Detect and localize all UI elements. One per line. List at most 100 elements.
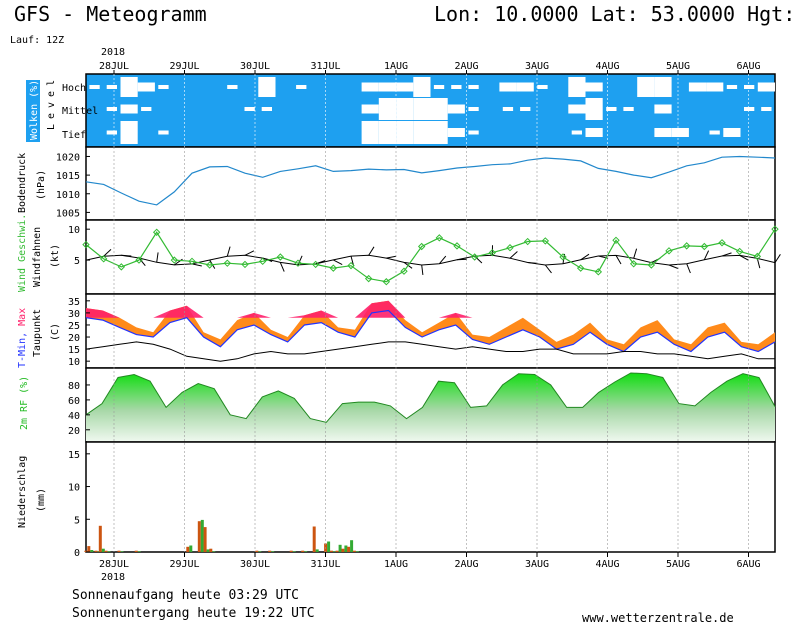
wind-speed-point <box>82 240 90 249</box>
pressure-tick-label: 1005 <box>56 208 80 219</box>
cloud-level-tief: Tief <box>62 130 86 141</box>
precip-bar-conv <box>271 551 275 552</box>
date-label-top: 29JUL <box>169 61 199 72</box>
wind-barb <box>156 252 159 263</box>
cloud-cell-tief <box>396 121 414 144</box>
cloud-cell-hoch <box>120 77 138 97</box>
cloud-cell-hoch <box>537 85 548 89</box>
cloud-cell-mittel <box>396 98 414 120</box>
cloud-cell-mittel <box>761 107 772 111</box>
pressure-tick-label: 1010 <box>56 190 80 201</box>
wind-speed-point <box>400 267 408 275</box>
humidity-tick-label: 60 <box>68 396 80 407</box>
temp-unit: (C) <box>50 323 61 341</box>
cloud-level-mittel: Mittel <box>62 106 98 117</box>
cloud-cell-hoch <box>258 77 276 97</box>
wind-speed-point <box>417 242 426 251</box>
wind-barb <box>739 254 749 261</box>
wind-speed-point <box>347 261 355 270</box>
temp-min-label: T-Min, <box>17 332 28 368</box>
cloud-cell-mittel <box>120 104 138 114</box>
precip-bar-rain <box>84 550 88 552</box>
cloud-cell-hoch <box>757 82 775 92</box>
pressure-panel <box>85 146 776 221</box>
wind-barb <box>686 263 691 274</box>
date-label-bottom: 5AUG <box>666 559 690 570</box>
wind-speed-point <box>152 228 161 236</box>
cloud-cell-tief <box>671 128 689 137</box>
cloud-cell-hoch <box>361 82 379 92</box>
wind-speed-point <box>735 247 744 256</box>
cloud-cell-hoch <box>89 85 100 89</box>
temp-band <box>86 300 775 352</box>
cloud-cell-tief <box>571 130 582 135</box>
precip-bar-rain <box>117 550 121 552</box>
precip-bar-conv <box>206 549 210 552</box>
date-label-top: 3AUG <box>525 61 549 72</box>
cloud-cell-hoch <box>585 82 603 92</box>
cloud-cell-tief <box>723 128 741 137</box>
precip-bar-conv <box>327 541 331 552</box>
cloud-cell-mittel <box>606 107 617 111</box>
cloud-cell-mittel <box>430 98 448 120</box>
wind-barb <box>774 254 781 263</box>
wind-speed-point <box>506 244 514 252</box>
precip-bar-rain <box>203 527 207 552</box>
date-label-bottom: 29JUL <box>169 559 199 570</box>
wind-unit: (kt) <box>50 244 61 268</box>
cloud-cell-hoch <box>688 82 707 92</box>
wind-ylabel2: Windfahnen <box>32 227 43 287</box>
wind-barb <box>668 264 679 270</box>
humidity-line <box>85 372 776 423</box>
cloud-cell-hoch <box>433 85 445 89</box>
precip-bar-conv <box>304 551 308 552</box>
cloud-cell-mittel <box>623 107 634 111</box>
wind-barb <box>438 255 447 265</box>
dewpoint-ylabel: Taupunkt <box>32 309 43 357</box>
cloud-cell-hoch <box>227 85 238 89</box>
cloud-cell-mittel <box>413 98 431 120</box>
date-label-top: 28JUL <box>99 61 129 72</box>
clouds-side-label: Level <box>46 75 57 130</box>
pressure-tick-label: 1015 <box>56 171 80 182</box>
pressure-unit: (hPa) <box>36 170 47 200</box>
cloud-cell-tief <box>361 121 379 144</box>
wind-speed-point <box>294 259 302 267</box>
precip-bar-conv <box>101 548 105 552</box>
wind-barb <box>279 262 285 272</box>
date-label-bottom: 30JUL <box>240 559 270 570</box>
wind-ylabel: Wind Geschwi. <box>17 214 28 292</box>
source-link[interactable]: www.wetterzentrale.de <box>582 611 734 625</box>
wind-speed-point <box>382 278 391 286</box>
precip-bar-rain <box>94 550 98 552</box>
cloud-cell-mittel <box>468 107 479 111</box>
cloud-cell-hoch <box>468 85 479 89</box>
wind-direction-line <box>85 254 776 266</box>
cloud-cell-mittel <box>744 107 755 111</box>
wind-speed-point <box>523 237 532 246</box>
humidity-tick-label: 20 <box>68 426 80 437</box>
cloud-cell-tief <box>585 128 603 137</box>
date-label-bottom: 1AUG <box>384 559 408 570</box>
precip-bar-rain <box>341 548 345 552</box>
cloud-cell-tief <box>158 130 169 135</box>
wind-speed-point <box>364 274 373 283</box>
wind-barb <box>421 264 424 275</box>
precip-bar-conv <box>189 545 193 552</box>
precip-bar-conv <box>212 551 216 552</box>
precip-bar-conv <box>350 540 354 552</box>
cloud-cell-tief <box>378 121 396 144</box>
cloud-cell-hoch <box>726 85 738 89</box>
cloud-cell-mittel <box>568 104 586 114</box>
wind-speed-point <box>488 248 497 257</box>
pressure-ylabel: Bodendruck <box>17 153 28 213</box>
cloud-cell-tief <box>430 121 448 144</box>
cloud-cell-hoch <box>637 77 655 97</box>
precip-bar-rain <box>87 546 91 552</box>
precip-bar-rain <box>329 550 333 552</box>
cloud-cell-hoch <box>378 82 396 92</box>
cloud-cell-hoch <box>396 82 414 92</box>
chart-title: GFS - Meteogramm <box>14 2 207 26</box>
temp-min-line <box>85 309 776 353</box>
location-label: Lon: 10.0000 Lat: 53.0000 Hgt: 8 <box>434 2 800 26</box>
